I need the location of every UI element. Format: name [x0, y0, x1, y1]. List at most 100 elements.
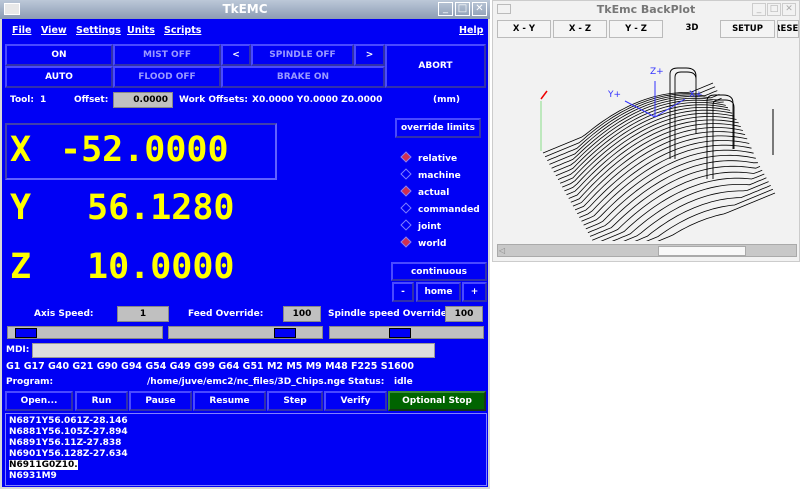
program-listing[interactable]: N6871Y56.061Z-28.146 N6881Y56.105Z-27.894… — [5, 413, 487, 486]
scroll-left-arrow-icon[interactable]: ◁ — [499, 246, 506, 255]
horizontal-scrollbar[interactable]: ◁ — [497, 244, 797, 257]
backplot-title[interactable]: TkEmc BackPlot — [596, 3, 696, 16]
abort-button[interactable]: ABORT — [385, 44, 486, 88]
status-value: idle — [394, 377, 413, 387]
slider-thumb[interactable] — [388, 328, 411, 338]
mode-auto-button[interactable]: AUTO — [5, 66, 113, 88]
y-axis-line — [624, 100, 656, 118]
toolpath-line — [566, 116, 737, 196]
feed-override-label: Feed Override: — [188, 309, 264, 319]
jog-minus-button[interactable]: - — [392, 282, 414, 302]
window-title: TkEMC — [222, 2, 268, 16]
toolpath-line — [562, 109, 733, 188]
reset-button[interactable]: RESET — [777, 20, 799, 38]
axis-speed-slider[interactable] — [7, 326, 163, 339]
toolpath-line — [547, 90, 718, 161]
brake-button[interactable]: BRAKE ON — [221, 66, 385, 88]
jog-plus-button[interactable]: + — [462, 282, 487, 302]
run-button[interactable]: Run — [75, 391, 128, 411]
radio-indicator-icon — [400, 151, 412, 163]
resume-button[interactable]: Resume — [193, 391, 266, 411]
mdi-input[interactable] — [32, 343, 435, 358]
code-line-text: N6891Y56.11Z-27.838 — [9, 438, 122, 448]
flood-button[interactable]: FLOOD OFF — [113, 66, 221, 88]
setup-button[interactable]: SETUP — [720, 20, 775, 38]
spindle-increase-button[interactable]: > — [354, 44, 385, 66]
slider-thumb[interactable] — [14, 328, 37, 338]
tool-label: Tool: — [10, 95, 34, 105]
x-position: -52.0000 — [60, 130, 229, 170]
radio-label: actual — [418, 188, 450, 198]
window-menu-icon[interactable] — [497, 4, 511, 14]
tab-x-y[interactable]: X - Y — [497, 20, 551, 38]
backplot-canvas[interactable]: Z+ Y+ X+ — [495, 39, 799, 241]
code-line[interactable]: N6871Y56.061Z-28.146 — [9, 416, 483, 427]
maximize-button[interactable]: □ — [455, 2, 470, 16]
override-limits-button[interactable]: override limits — [395, 118, 481, 138]
radio-actual[interactable]: actual — [400, 185, 450, 198]
scrollbar-thumb[interactable] — [658, 246, 746, 256]
toolpath-line — [585, 154, 756, 230]
spindle-button[interactable]: SPINDLE OFF — [251, 44, 354, 66]
radio-joint[interactable]: joint — [400, 219, 441, 232]
minimize-button[interactable]: _ — [752, 3, 766, 16]
machine-on-button[interactable]: ON — [5, 44, 113, 66]
radio-relative[interactable]: relative — [400, 151, 457, 164]
z-axis-label[interactable]: Z — [10, 247, 32, 287]
radio-commanded[interactable]: commanded — [400, 202, 480, 215]
slider-thumb[interactable] — [273, 328, 296, 338]
spindle-override-slider[interactable] — [329, 326, 484, 339]
menu-settings[interactable]: Settings — [76, 25, 121, 36]
origin-arrow-icon — [540, 90, 548, 100]
minimize-button[interactable]: _ — [438, 2, 453, 16]
radio-world[interactable]: world — [400, 236, 446, 249]
tab-y-z[interactable]: Y - Z — [609, 20, 663, 38]
z-axis-label: Z+ — [650, 67, 664, 77]
axis-speed-label: Axis Speed: — [34, 309, 94, 319]
code-line[interactable]: N6901Y56.128Z-27.634 — [9, 449, 483, 460]
step-button[interactable]: Step — [267, 391, 323, 411]
home-button[interactable]: home — [416, 282, 461, 302]
menu-help[interactable]: Help — [459, 25, 484, 36]
radio-indicator-icon — [400, 168, 412, 180]
tab-3d[interactable]: 3D — [685, 23, 699, 33]
pause-button[interactable]: Pause — [129, 391, 192, 411]
code-line-text: N6881Y56.105Z-27.894 — [9, 427, 128, 437]
radio-machine[interactable]: machine — [400, 168, 461, 181]
mist-button[interactable]: MIST OFF — [113, 44, 221, 66]
toolpath-line — [542, 82, 714, 154]
code-line[interactable]: N6911G0Z10. — [9, 460, 483, 471]
menu-view[interactable]: View — [41, 25, 67, 36]
code-line-text: N6931M9 — [9, 471, 57, 481]
jog-mode-button[interactable]: continuous — [391, 262, 487, 281]
code-line[interactable]: N6931M9 — [9, 471, 483, 482]
toolpath-line — [583, 149, 754, 226]
tkemc-window: TkEMC _ □ ✕ File View Settings Units Scr… — [0, 0, 490, 489]
menu-file[interactable]: File — [12, 25, 32, 36]
spindle-decrease-button[interactable]: < — [221, 44, 251, 66]
program-label: Program: — [6, 377, 54, 387]
window-menu-icon[interactable] — [4, 3, 20, 15]
toolpath-line — [572, 127, 743, 207]
toolpath-line — [549, 94, 720, 165]
menu-units[interactable]: Units — [127, 25, 155, 36]
radio-indicator-icon — [400, 236, 412, 248]
radio-indicator-icon — [400, 185, 412, 197]
close-button[interactable]: ✕ — [782, 3, 796, 16]
x-axis-label[interactable]: X — [10, 130, 32, 170]
work-offsets-value: X0.0000 Y0.0000 Z0.0000 — [252, 95, 383, 105]
tab-x-z[interactable]: X - Z — [553, 20, 607, 38]
code-line[interactable]: N6891Y56.11Z-27.838 — [9, 438, 483, 449]
toolpath-chip — [669, 67, 697, 159]
open-button[interactable]: Open... — [5, 391, 73, 411]
y-axis-label[interactable]: Y — [10, 188, 32, 228]
maximize-button[interactable]: □ — [767, 3, 781, 16]
code-line-text: N6871Y56.061Z-28.146 — [9, 416, 128, 426]
menu-scripts[interactable]: Scripts — [164, 25, 202, 36]
close-button[interactable]: ✕ — [472, 2, 487, 16]
feed-override-slider[interactable] — [168, 326, 323, 339]
verify-button[interactable]: Verify — [324, 391, 387, 411]
title-bar[interactable]: TkEMC — [0, 0, 490, 19]
code-line[interactable]: N6881Y56.105Z-27.894 — [9, 427, 483, 438]
optional-stop-button[interactable]: Optional Stop — [388, 391, 486, 411]
